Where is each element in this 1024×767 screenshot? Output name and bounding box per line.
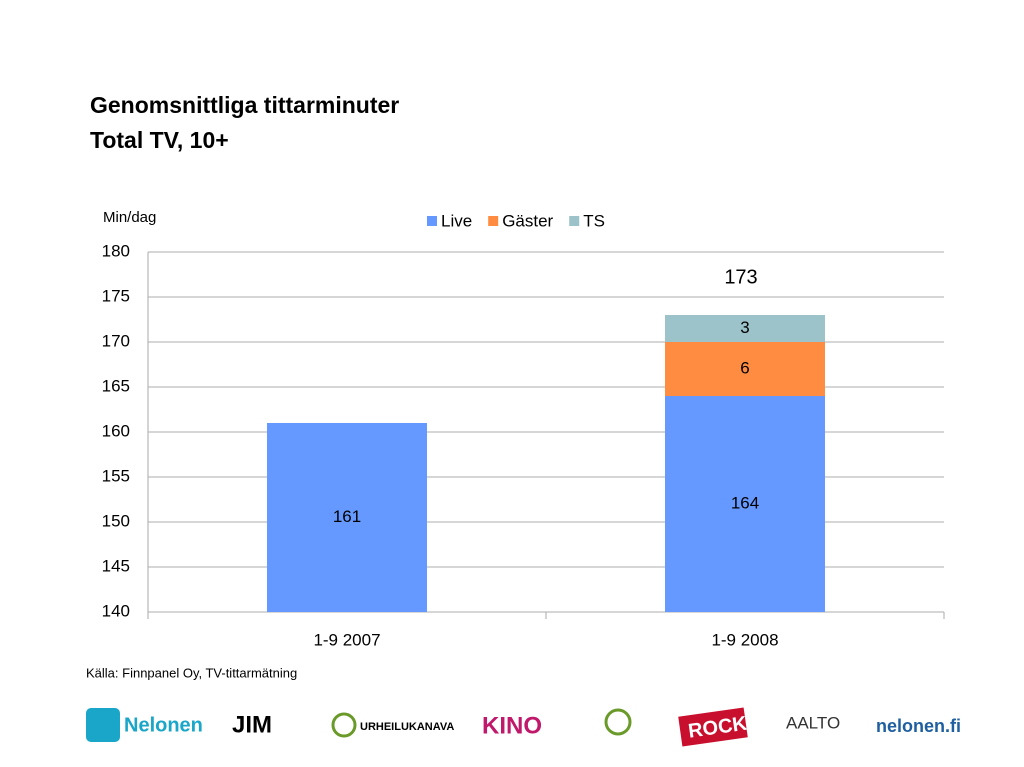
y-tick-label: 180: [102, 241, 130, 260]
logo: URHEILUKANAVA: [360, 721, 454, 733]
value-label: 6: [740, 358, 749, 377]
logo: AALTO: [786, 713, 840, 732]
x-tick-label: 1-9 2007: [313, 630, 380, 649]
y-tick-label: 155: [102, 466, 130, 485]
logo: KINO: [482, 712, 542, 739]
legend-label: TS: [583, 211, 605, 230]
logo: nelonen.fi: [876, 716, 961, 736]
legend-label: Gäster: [502, 211, 553, 230]
y-tick-label: 165: [102, 376, 130, 395]
bar-segment: [665, 315, 825, 342]
bar-segment: [665, 396, 825, 612]
logo: Nelonen: [124, 714, 203, 736]
logo-icon: [604, 708, 632, 736]
source: Källa: Finnpanel Oy, TV-tittarmätning: [86, 665, 297, 680]
y-tick-label: 145: [102, 556, 130, 575]
logo-icon: [86, 708, 120, 742]
y-tick-label: 160: [102, 421, 130, 440]
value-label: 3: [740, 318, 749, 337]
bar-segment: [267, 423, 427, 612]
bar-segment: [665, 342, 825, 396]
y-tick-label: 150: [102, 511, 130, 530]
legend-swatch: [569, 216, 580, 226]
logo-icon: [678, 707, 748, 747]
value-label: 161: [333, 507, 361, 526]
y-axis-label: Min/dag: [103, 209, 156, 226]
legend-label: Live: [441, 211, 472, 230]
logo: JIM: [232, 711, 272, 738]
y-tick-label: 140: [102, 601, 130, 620]
value-label: 164: [731, 493, 759, 512]
logos: Nelonen JIM URHEILUKANAVA KINO ROCK AALT…: [86, 707, 961, 747]
title: Genomsnittliga tittarminuter: [90, 92, 399, 118]
y-tick-label: 170: [102, 331, 130, 350]
logo-icon: [331, 712, 357, 738]
x-tick-label: 1-9 2008: [711, 630, 778, 649]
title: Total TV, 10+: [90, 127, 229, 153]
total-label: 173: [724, 266, 757, 288]
legend-swatch: [427, 216, 437, 226]
y-tick-label: 175: [102, 286, 130, 305]
legend-swatch: [488, 216, 499, 226]
